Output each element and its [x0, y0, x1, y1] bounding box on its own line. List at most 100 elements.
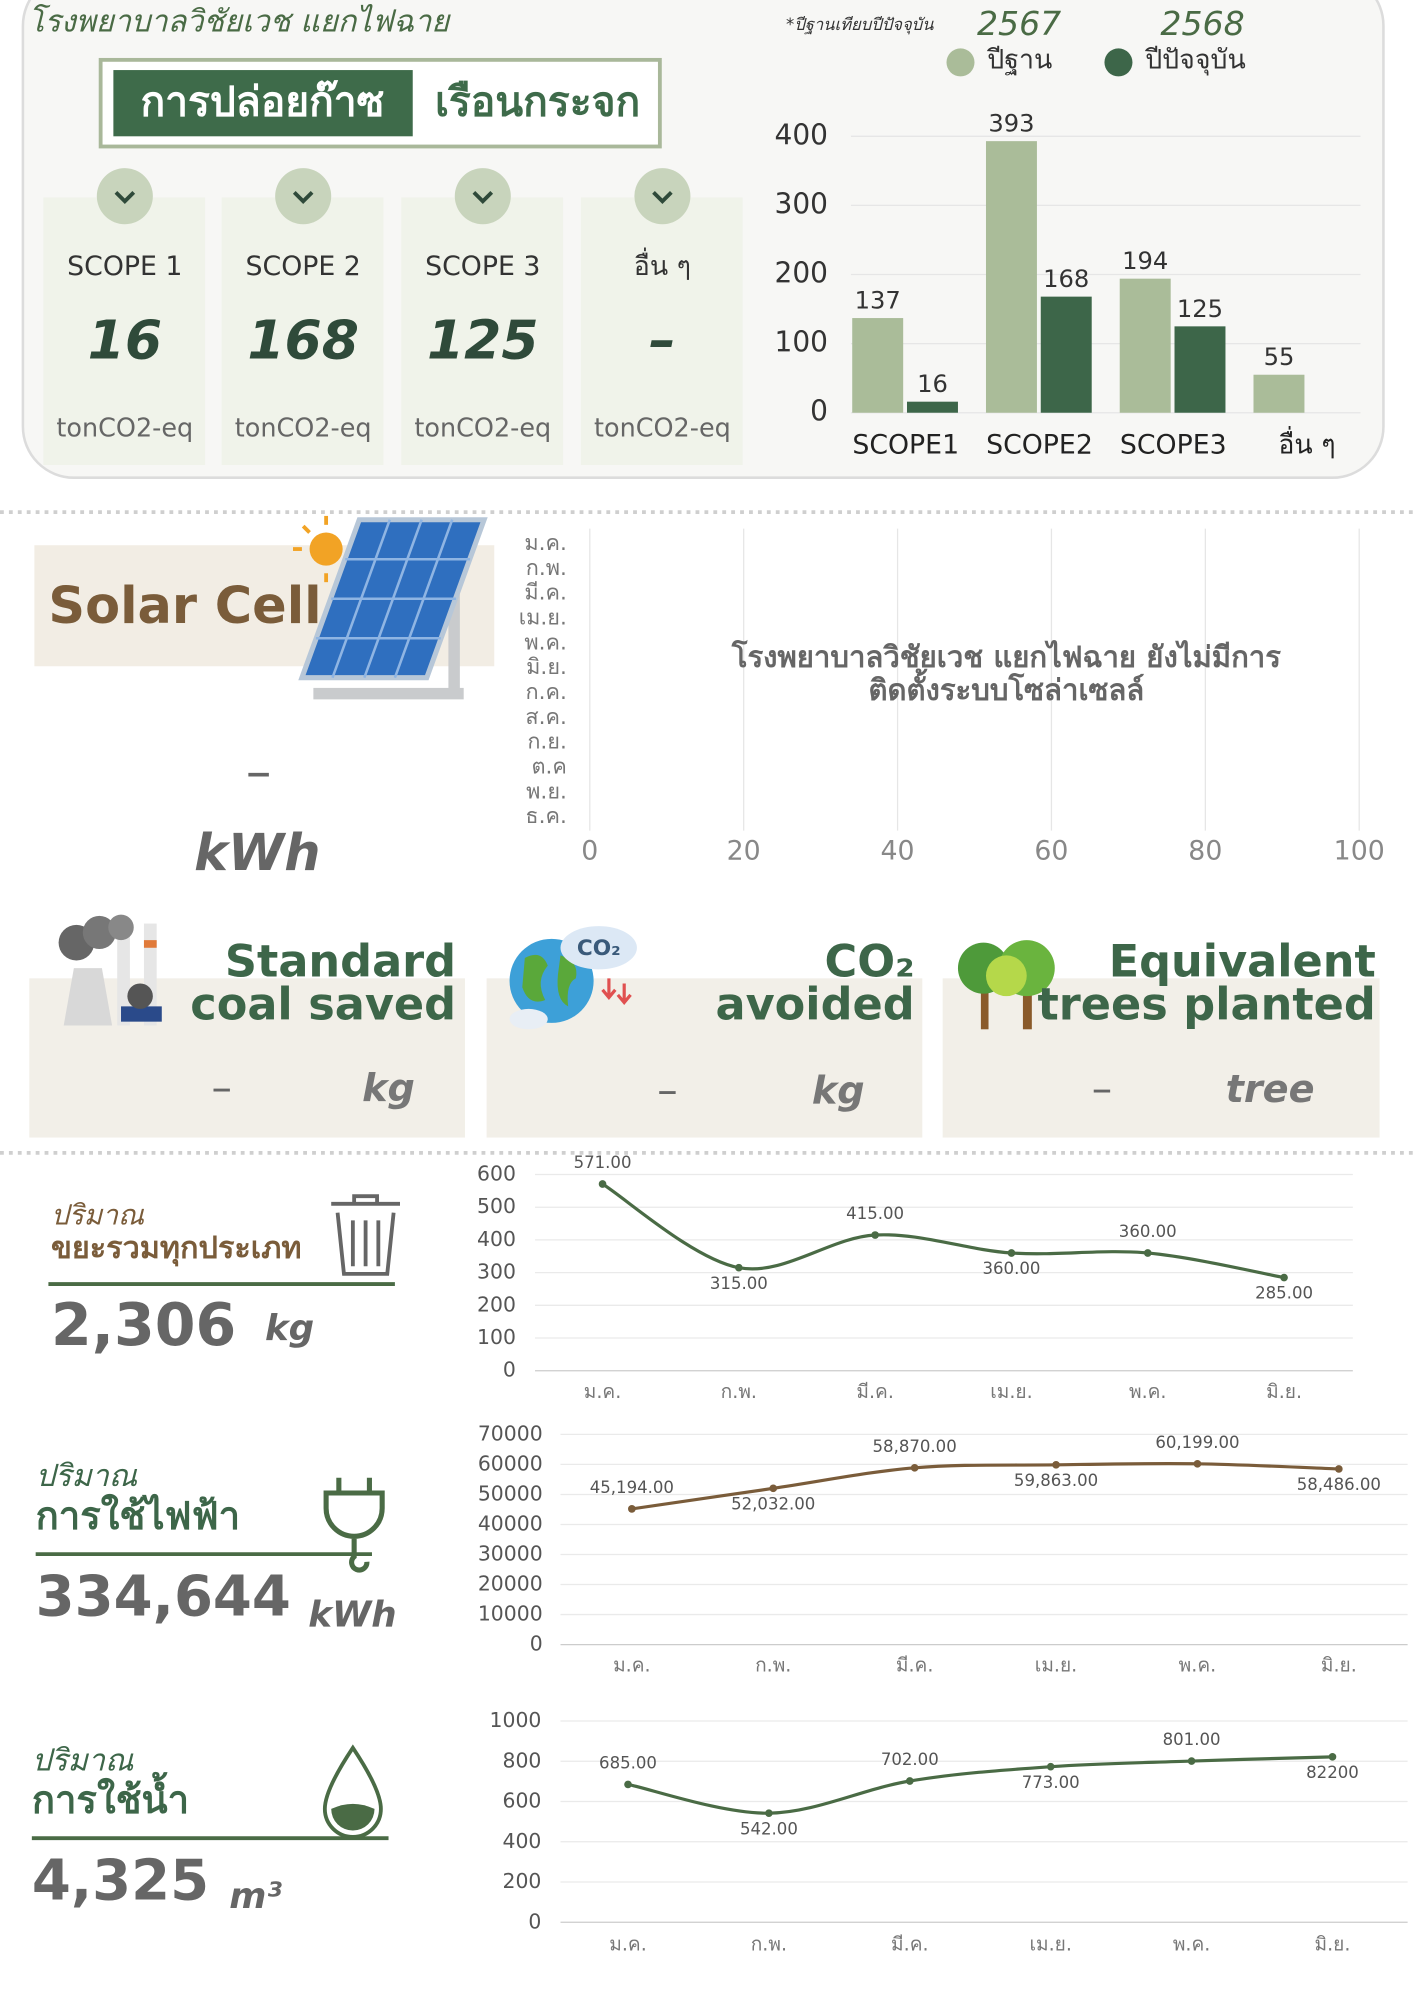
metric-unit: kg [265, 1308, 314, 1349]
legend-swatch [1104, 48, 1133, 77]
data-label: 773.00 [1022, 1773, 1080, 1792]
y-tick-label: 300 [775, 187, 828, 220]
y-tick-label: 800 [503, 1748, 542, 1772]
hospital-name: โรงพยาบาลวิชัยเวช แยกไฟฉาย [28, 3, 451, 39]
y-tick-label: 50000 [478, 1481, 543, 1505]
panel-grid [315, 519, 471, 679]
y-tick-label: 0 [528, 1909, 541, 1933]
svg-text:CO₂: CO₂ [577, 936, 621, 961]
equivalent-title: trees planted [1038, 979, 1376, 1031]
bar [1174, 326, 1226, 413]
y-tick-label: 200 [477, 1292, 516, 1316]
bar [1253, 374, 1305, 413]
x-tick-label: SCOPE3 [1120, 429, 1227, 460]
title: เรือนกระจก [435, 77, 640, 125]
data-label: 571.00 [574, 1153, 632, 1172]
x-tick-label: พ.ค. [1179, 1654, 1216, 1677]
equivalent-value: – [211, 1063, 231, 1111]
y-tick-label: พ.ย. [526, 779, 567, 804]
y-tick-label: 400 [775, 118, 828, 151]
y-tick-label: 0 [530, 1632, 543, 1656]
scope-label: SCOPE 3 [425, 251, 540, 282]
point [628, 1505, 636, 1513]
data-label: 801.00 [1163, 1730, 1221, 1749]
x-tick-label: มี.ค. [896, 1654, 933, 1677]
x-tick-label: เม.ย. [1029, 1933, 1071, 1956]
x-tick-label: อื่น ๆ [1278, 425, 1335, 460]
y-tick-label: มิ.ย. [526, 655, 567, 680]
point [1328, 1753, 1337, 1761]
solar-unit: kWh [194, 824, 320, 883]
trash-icon [331, 1194, 400, 1276]
chevron [114, 191, 136, 204]
data-label: 59,863.00 [1014, 1471, 1098, 1490]
y-tick-label: 500 [477, 1194, 516, 1218]
x-tick-label: ม.ค. [609, 1933, 646, 1956]
x-tick-label: ม.ค. [584, 1380, 621, 1403]
metric-total: 2,306 [51, 1291, 236, 1359]
equivalent-title: coal saved [190, 979, 456, 1031]
equivalent-unit: kg [812, 1069, 865, 1113]
equivalent-value: – [1092, 1065, 1112, 1113]
x-tick-label: มิ.ย. [1266, 1380, 1302, 1403]
y-tick-label: 0 [503, 1358, 516, 1382]
data-label: 55 [1264, 343, 1295, 371]
scope-label: SCOPE 1 [67, 251, 182, 282]
annotation: โรงพยาบาลวิชัยเวช แยกไฟฉาย ยังไม่มีการ [731, 639, 1282, 674]
data-label: 194 [1122, 247, 1168, 275]
data-label: 168 [1043, 265, 1089, 293]
point [598, 1180, 607, 1188]
y-tick-label: 70000 [478, 1421, 543, 1445]
annotation: ติดตั้งระบบโซล่าเซลล์ [868, 668, 1144, 707]
data-label: 52,032.00 [731, 1494, 815, 1513]
point [1143, 1249, 1152, 1257]
point [735, 1263, 743, 1272]
point [910, 1463, 919, 1472]
point [624, 1780, 632, 1789]
data-label: 360.00 [983, 1259, 1041, 1278]
y-tick-label: 40000 [478, 1511, 543, 1535]
legend-note: *ปีฐานเทียบปีปัจจุบัน [786, 15, 934, 35]
equivalents: CO₂ [29, 914, 1380, 1138]
legend-year: 2568 [1160, 4, 1244, 43]
x-tick-label: 40 [881, 836, 915, 867]
expand-button[interactable] [454, 168, 511, 225]
y-tick-label: 300 [477, 1260, 516, 1284]
data-label: 285.00 [1255, 1284, 1313, 1303]
equivalent-value: – [657, 1066, 677, 1114]
point [905, 1777, 914, 1785]
scope-card [43, 197, 206, 465]
y-tick-label: ก.ย. [527, 730, 567, 755]
factory-icon [58, 914, 162, 1026]
expand-button[interactable] [96, 168, 153, 225]
data-label: 360.00 [1119, 1222, 1177, 1241]
metric-label: ปริมาณ [36, 1459, 138, 1494]
electricity-metric: ปริมาณ การใช้ไฟฟ้า 334,644 kWh [35, 1459, 397, 1636]
point [1046, 1762, 1055, 1771]
equivalent-title: Standard [225, 935, 456, 987]
scope-value: 125 [427, 309, 539, 372]
equivalent-unit: kg [362, 1067, 415, 1111]
data-label: 58,486.00 [1297, 1475, 1381, 1494]
y-tick-label: 60000 [478, 1451, 543, 1475]
data-label: 685.00 [599, 1754, 657, 1773]
metric-total: 334,644 [36, 1565, 291, 1630]
y-tick-label: 400 [503, 1829, 542, 1853]
expand-button[interactable] [634, 168, 691, 225]
data-label: 137 [855, 286, 901, 314]
line [601, 1182, 1285, 1280]
y-tick-label: เม.ย. [519, 605, 567, 630]
data-label: 16 [917, 370, 948, 398]
y-tick-label: มี.ค. [524, 581, 566, 606]
line [631, 1462, 1339, 1511]
x-tick-label: มิ.ย. [1321, 1654, 1357, 1677]
data-label: 82200 [1306, 1763, 1359, 1782]
legend-year: 2567 [977, 4, 1061, 43]
y-tick-label: ม.ค. [524, 531, 566, 556]
scope-label: อื่น ๆ [634, 247, 691, 282]
data-label: 315.00 [710, 1274, 768, 1293]
data-label: 542.00 [740, 1819, 798, 1838]
bar [906, 401, 958, 413]
expand-button[interactable] [275, 168, 332, 225]
